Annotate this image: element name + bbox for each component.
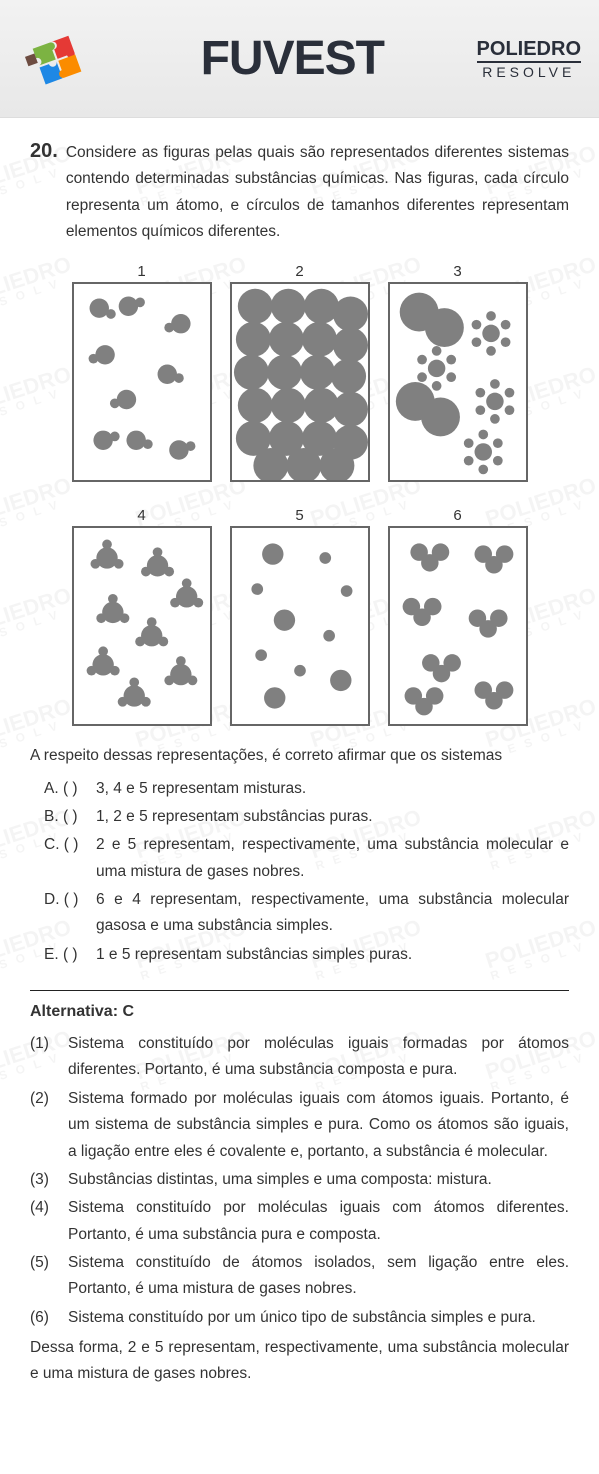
question-lead: A respeito dessas representações, é corr… — [30, 743, 569, 769]
option-label: B. ( ) — [44, 804, 90, 830]
conclusion: Dessa forma, 2 e 5 representam, respecti… — [30, 1335, 569, 1388]
figure-6: 6 — [388, 507, 528, 731]
figure-label: 3 — [388, 263, 528, 280]
puzzle-logo-icon — [18, 24, 108, 94]
brand-logo: POLIEDRO RESOLVE — [477, 38, 581, 80]
option-text: 1, 2 e 5 representam substâncias puras. — [96, 804, 569, 830]
option-label: D. ( ) — [44, 887, 90, 940]
explanation: (1)Sistema constituído por moléculas igu… — [30, 1031, 569, 1331]
figure-5: 5 — [230, 507, 370, 731]
option-b: B. ( ) 1, 2 e 5 representam substâncias … — [44, 804, 569, 830]
figure-3-svg — [388, 282, 528, 482]
figure-2: 2 — [230, 263, 370, 487]
figure-label: 5 — [230, 507, 370, 524]
question-number: 20. — [30, 140, 58, 245]
explanation-item: (3)Substâncias distintas, uma simples e … — [30, 1167, 569, 1193]
figures: 1 — [30, 263, 569, 731]
exam-title: FUVEST — [130, 31, 455, 86]
option-label: C. ( ) — [44, 832, 90, 885]
explanation-item: (5)Sistema constituído de átomos isolado… — [30, 1250, 569, 1303]
figure-label: 2 — [230, 263, 370, 280]
option-text: 3, 4 e 5 representam misturas. — [96, 776, 569, 802]
option-a: A. ( ) 3, 4 e 5 representam misturas. — [44, 776, 569, 802]
figure-5-svg — [230, 526, 370, 726]
brand-sub: RESOLVE — [477, 61, 581, 80]
figure-2-svg — [230, 282, 370, 482]
option-label: E. ( ) — [44, 942, 90, 968]
explanation-item: (2)Sistema formado por moléculas iguais … — [30, 1086, 569, 1165]
option-c: C. ( ) 2 e 5 representam, respectivament… — [44, 832, 569, 885]
options-list: A. ( ) 3, 4 e 5 representam misturas. B.… — [30, 776, 569, 968]
figure-6-svg — [388, 526, 528, 726]
figure-1: 1 — [72, 263, 212, 487]
option-label: A. ( ) — [44, 776, 90, 802]
answer-title: Alternativa: C — [30, 1003, 569, 1021]
figure-4-svg — [72, 526, 212, 726]
figure-3: 3 — [388, 263, 528, 487]
figure-label: 4 — [72, 507, 212, 524]
question-stem: Considere as figuras pelas quais são rep… — [66, 140, 569, 245]
explanation-item: (4)Sistema constituído por moléculas igu… — [30, 1195, 569, 1248]
option-text: 6 e 4 representam, respectivamente, uma … — [96, 887, 569, 940]
option-d: D. ( ) 6 e 4 representam, respectivament… — [44, 887, 569, 940]
explanation-item: (1)Sistema constituído por moléculas igu… — [30, 1031, 569, 1084]
figure-1-svg — [72, 282, 212, 482]
separator — [30, 990, 569, 991]
option-text: 1 e 5 representam substâncias simples pu… — [96, 942, 569, 968]
option-text: 2 e 5 representam, respectivamente, uma … — [96, 832, 569, 885]
page-header: FUVEST POLIEDRO RESOLVE — [0, 0, 599, 118]
figure-label: 6 — [388, 507, 528, 524]
explanation-item: (6)Sistema constituído por um único tipo… — [30, 1305, 569, 1331]
brand-name: POLIEDRO — [477, 38, 581, 61]
figure-label: 1 — [72, 263, 212, 280]
question-block: 20. Considere as figuras pelas quais são… — [30, 140, 569, 245]
content: 20. Considere as figuras pelas quais são… — [0, 118, 599, 1418]
figure-4: 4 — [72, 507, 212, 731]
option-e: E. ( ) 1 e 5 representam substâncias sim… — [44, 942, 569, 968]
